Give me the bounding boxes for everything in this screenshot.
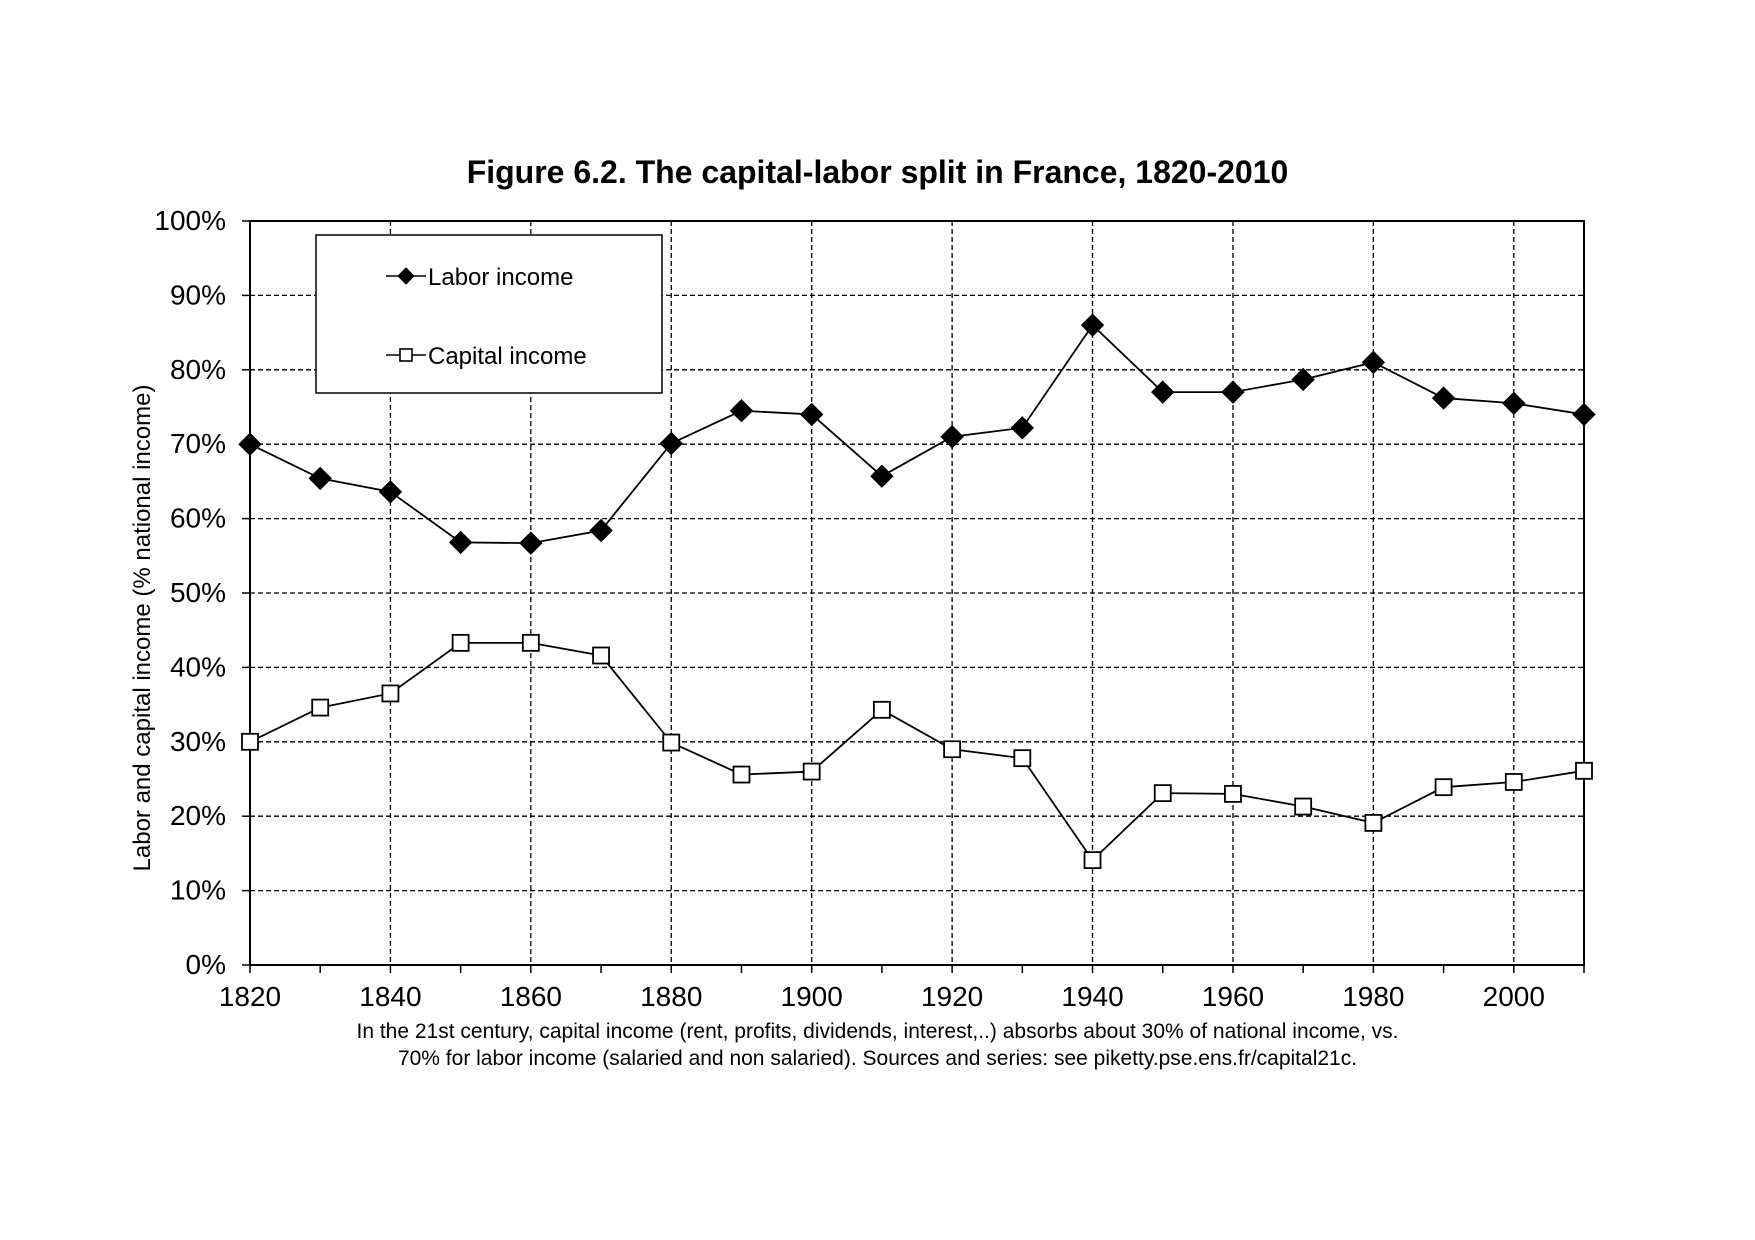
data-point-labor-1950 bbox=[1151, 380, 1175, 404]
x-tick-label: 1920 bbox=[921, 981, 983, 1012]
data-point-capital-1850 bbox=[451, 633, 470, 652]
data-point-labor-1960 bbox=[1221, 380, 1245, 404]
y-tick-label: 60% bbox=[170, 503, 226, 534]
data-point-labor-1940 bbox=[1080, 313, 1105, 337]
x-tick-label: 2000 bbox=[1483, 981, 1545, 1012]
series-line-1 bbox=[249, 641, 1585, 862]
y-tick-label: 10% bbox=[170, 875, 226, 906]
data-point-labor-1870 bbox=[589, 518, 613, 543]
x-tick-label: 1960 bbox=[1202, 981, 1264, 1012]
data-point-labor-1970 bbox=[1291, 367, 1315, 392]
data-point-capital-1920 bbox=[943, 740, 962, 759]
data-point-labor-1980 bbox=[1361, 350, 1386, 375]
data-point-capital-1860 bbox=[521, 633, 540, 652]
y-tick-label: 90% bbox=[170, 279, 226, 310]
data-point-labor-1890 bbox=[729, 399, 754, 423]
data-point-capital-1930 bbox=[1013, 749, 1032, 768]
data-point-labor-1920 bbox=[940, 425, 964, 449]
y-tick-label: 80% bbox=[170, 354, 226, 385]
data-point-labor-1930 bbox=[1010, 416, 1035, 440]
data-point-capital-2000 bbox=[1504, 773, 1523, 791]
series-line-0 bbox=[249, 323, 1585, 545]
x-tick-label: 1860 bbox=[500, 981, 562, 1012]
data-point-labor-1860 bbox=[519, 531, 543, 555]
x-tick-label: 1900 bbox=[781, 981, 843, 1012]
data-point-labor-1880 bbox=[659, 431, 683, 456]
caption-line-1: In the 21st century, capital income (ren… bbox=[356, 1020, 1399, 1043]
y-tick-label: 40% bbox=[170, 651, 226, 682]
data-point-labor-1820 bbox=[238, 432, 262, 456]
data-point-labor-1910 bbox=[870, 464, 894, 488]
legend: Labor income Capital income bbox=[315, 234, 663, 394]
series-layer bbox=[238, 313, 1596, 869]
grid-lines bbox=[250, 221, 1584, 965]
y-tick-label: 70% bbox=[170, 428, 226, 459]
data-point-labor-1900 bbox=[799, 402, 824, 427]
data-point-capital-1840 bbox=[381, 684, 400, 703]
series-labor-income bbox=[238, 313, 1596, 555]
legend-label-capital: Capital income bbox=[428, 343, 587, 370]
y-tick-label: 0% bbox=[186, 949, 226, 980]
data-point-labor-1830 bbox=[308, 466, 332, 491]
data-point-capital-1980 bbox=[1364, 813, 1383, 832]
legend-labor-marker bbox=[397, 267, 415, 285]
series-capital-income bbox=[241, 633, 1593, 869]
x-tick-label: 1820 bbox=[219, 981, 281, 1012]
y-tick-label: 100% bbox=[154, 205, 226, 236]
data-point-capital-2010 bbox=[1575, 761, 1593, 780]
data-point-capital-1910 bbox=[872, 700, 891, 719]
data-point-capital-1990 bbox=[1434, 778, 1453, 797]
data-point-capital-1830 bbox=[311, 698, 330, 717]
data-point-capital-1900 bbox=[802, 762, 821, 781]
legend-capital-marker bbox=[399, 348, 413, 362]
y-tick-label: 20% bbox=[170, 800, 226, 831]
data-point-capital-1950 bbox=[1153, 784, 1172, 803]
data-point-capital-1960 bbox=[1224, 784, 1242, 803]
data-point-labor-2010 bbox=[1572, 402, 1596, 427]
y-tick-label: 50% bbox=[170, 577, 226, 608]
data-point-capital-1970 bbox=[1294, 797, 1313, 816]
data-point-labor-1840 bbox=[378, 480, 403, 504]
data-point-capital-1870 bbox=[592, 646, 610, 665]
x-tick-label: 1980 bbox=[1342, 981, 1404, 1012]
y-tick-label: 30% bbox=[170, 726, 226, 757]
x-tick-label: 1880 bbox=[640, 981, 702, 1012]
legend-label-labor: Labor income bbox=[428, 264, 573, 291]
x-tick-label: 1840 bbox=[359, 981, 421, 1012]
data-point-capital-1820 bbox=[241, 732, 259, 751]
x-tick-label: 1940 bbox=[1061, 981, 1123, 1012]
data-point-labor-2000 bbox=[1502, 391, 1526, 415]
data-point-labor-1850 bbox=[448, 530, 473, 555]
data-point-labor-1990 bbox=[1431, 386, 1456, 410]
data-point-capital-1940 bbox=[1083, 851, 1102, 869]
caption-line-2: 70% for labor income (salaried and non s… bbox=[397, 1047, 1358, 1070]
chart-title: Figure 6.2. The capital-labor split in F… bbox=[466, 154, 1289, 190]
data-point-capital-1890 bbox=[732, 765, 751, 784]
legend-box bbox=[315, 234, 663, 394]
axis-ticks: 0% 10% 20% 30% 40% 50% 60% 70% 80% 90% 100% 1820 184… bbox=[154, 205, 1585, 1012]
data-point-capital-1880 bbox=[662, 733, 681, 752]
y-axis-label: Labor and capital income (% national inc… bbox=[129, 384, 156, 872]
